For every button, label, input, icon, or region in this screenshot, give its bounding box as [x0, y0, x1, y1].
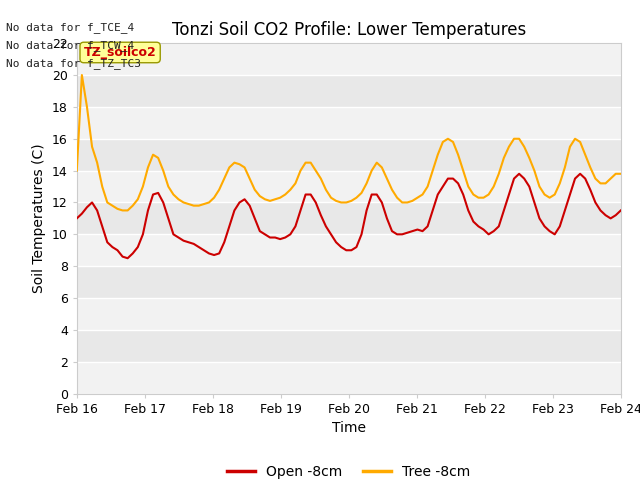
- Tree -8cm: [170, 192, 177, 197]
- Open -8cm: [617, 207, 625, 213]
- Open -8cm: [551, 231, 559, 237]
- Legend: Open -8cm, Tree -8cm: Open -8cm, Tree -8cm: [221, 460, 476, 480]
- Bar: [77, 43, 621, 75]
- Bar: [77, 266, 621, 298]
- Tree -8cm: [617, 171, 625, 177]
- Y-axis label: Soil Temperatures (C): Soil Temperatures (C): [33, 144, 46, 293]
- Line: Open -8cm: Open -8cm: [77, 174, 621, 258]
- Open -8cm: [510, 176, 518, 181]
- Open -8cm: [164, 216, 172, 221]
- X-axis label: Time: Time: [332, 421, 366, 435]
- Tree -8cm: [551, 192, 559, 197]
- Tree -8cm: [561, 165, 569, 170]
- Bar: [77, 298, 621, 330]
- Bar: [77, 75, 621, 107]
- Bar: [77, 139, 621, 170]
- Text: TZ_soilco2: TZ_soilco2: [84, 46, 157, 59]
- Text: No data for f_TCE_4: No data for f_TCE_4: [6, 22, 134, 33]
- Open -8cm: [561, 207, 569, 213]
- Text: No data for f_TZ_TC3: No data for f_TZ_TC3: [6, 58, 141, 69]
- Open -8cm: [73, 216, 81, 221]
- Tree -8cm: [337, 200, 345, 205]
- Open -8cm: [124, 255, 131, 261]
- Tree -8cm: [118, 207, 126, 213]
- Bar: [77, 107, 621, 139]
- Open -8cm: [332, 240, 340, 245]
- Tree -8cm: [515, 136, 523, 142]
- Bar: [77, 203, 621, 234]
- Tree -8cm: [139, 184, 147, 190]
- Bar: [77, 330, 621, 362]
- Title: Tonzi Soil CO2 Profile: Lower Temperatures: Tonzi Soil CO2 Profile: Lower Temperatur…: [172, 21, 526, 39]
- Line: Tree -8cm: Tree -8cm: [77, 75, 621, 210]
- Bar: [77, 362, 621, 394]
- Bar: [77, 234, 621, 266]
- Open -8cm: [134, 244, 141, 250]
- Bar: [77, 170, 621, 203]
- Open -8cm: [515, 171, 523, 177]
- Tree -8cm: [73, 168, 81, 173]
- Text: No data for f_TCW_4: No data for f_TCW_4: [6, 40, 134, 51]
- Tree -8cm: [78, 72, 86, 78]
